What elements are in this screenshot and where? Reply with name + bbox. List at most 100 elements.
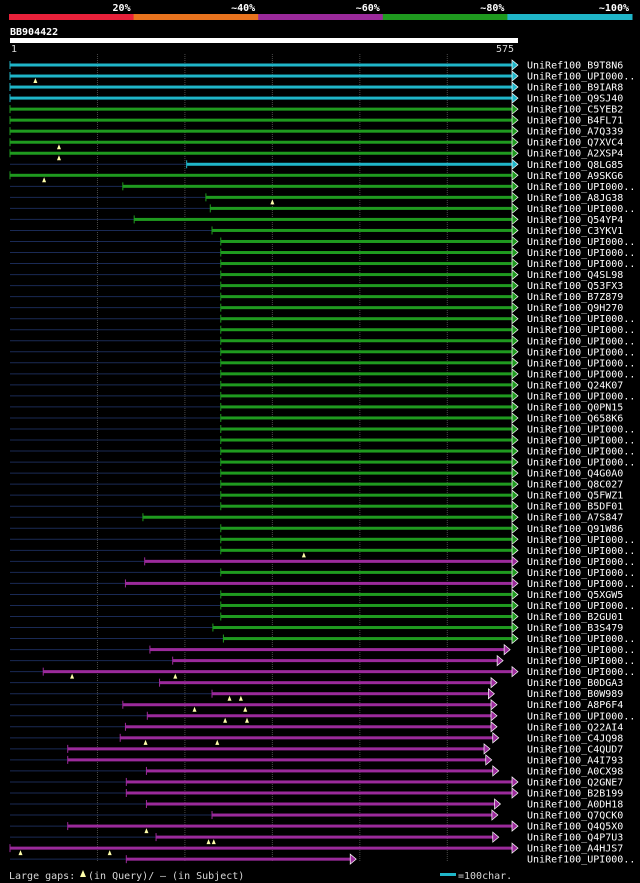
- hit-row[interactable]: UniRef100_C5YEB2: [9, 103, 623, 116]
- hit-row[interactable]: UniRef100_UPI000..: [10, 643, 635, 657]
- hit-row[interactable]: UniRef100_UPI000..: [9, 70, 635, 84]
- hit-row[interactable]: UniRef100_C4QUD7: [10, 743, 623, 756]
- hit-row[interactable]: UniRef100_UPI000..: [10, 202, 635, 215]
- hit-label[interactable]: UniRef100_UPI000..: [527, 237, 635, 248]
- hit-row[interactable]: UniRef100_Q8C027: [10, 478, 623, 491]
- hit-row[interactable]: UniRef100_B9T8N6: [9, 59, 623, 72]
- hit-label[interactable]: UniRef100_B2GU01: [527, 612, 623, 623]
- hit-label[interactable]: UniRef100_UPI000..: [527, 855, 635, 866]
- hit-label[interactable]: UniRef100_UPI000..: [527, 259, 635, 270]
- hit-row[interactable]: UniRef100_B9IAR8: [9, 81, 623, 94]
- hit-label[interactable]: UniRef100_A7Q339: [527, 127, 623, 138]
- hit-label[interactable]: UniRef100_A7S847: [527, 513, 623, 524]
- hit-row[interactable]: UniRef100_A0CX98: [10, 765, 623, 778]
- hit-row[interactable]: UniRef100_B4FL71: [9, 114, 623, 127]
- hit-label[interactable]: UniRef100_UPI000..: [527, 325, 635, 336]
- hit-label[interactable]: UniRef100_Q4Q5X0: [527, 822, 623, 833]
- hit-label[interactable]: UniRef100_UPI000..: [527, 369, 635, 380]
- hit-row[interactable]: UniRef100_Q22AI4: [10, 721, 623, 734]
- hit-label[interactable]: UniRef100_UPI000..: [527, 634, 635, 645]
- hit-row[interactable]: UniRef100_A7Q339: [9, 125, 623, 138]
- hit-row[interactable]: UniRef100_Q24K07: [10, 379, 623, 392]
- hit-label[interactable]: UniRef100_UPI000..: [527, 336, 635, 347]
- hit-row[interactable]: UniRef100_Q0PN15: [10, 401, 623, 414]
- hit-label[interactable]: UniRef100_A8JG38: [527, 193, 623, 204]
- hit-row[interactable]: UniRef100_UPI000..: [10, 555, 635, 568]
- hit-row[interactable]: UniRef100_UPI000..: [10, 346, 635, 359]
- hit-row[interactable]: UniRef100_B2B199: [10, 787, 623, 800]
- hit-label[interactable]: UniRef100_Q24K07: [527, 380, 623, 391]
- hit-row[interactable]: UniRef100_B0DGA3: [10, 676, 623, 690]
- hit-label[interactable]: UniRef100_Q8LG85: [527, 160, 623, 171]
- hit-row[interactable]: UniRef100_Q5FWZ1: [10, 489, 623, 502]
- hit-label[interactable]: UniRef100_B7Z879: [527, 292, 623, 303]
- hit-label[interactable]: UniRef100_A4HJS7: [527, 844, 623, 855]
- hit-row[interactable]: UniRef100_Q2GNE7: [10, 776, 623, 789]
- hit-label[interactable]: UniRef100_Q5XGW5: [527, 590, 623, 601]
- hit-label[interactable]: UniRef100_Q2GNE7: [527, 777, 623, 788]
- hit-row[interactable]: UniRef100_Q91W86: [10, 522, 623, 535]
- hit-row[interactable]: UniRef100_Q4G0A0: [10, 467, 623, 480]
- hit-row[interactable]: UniRef100_UPI000..: [10, 312, 635, 326]
- hit-label[interactable]: UniRef100_B0W989: [527, 689, 623, 700]
- hit-row[interactable]: UniRef100_A0DH18: [10, 798, 623, 811]
- hit-label[interactable]: UniRef100_Q54YP4: [527, 215, 623, 226]
- hit-label[interactable]: UniRef100_UPI000..: [527, 535, 635, 546]
- hit-label[interactable]: UniRef100_A0CX98: [527, 766, 623, 777]
- hit-row[interactable]: UniRef100_B3S479: [10, 621, 623, 635]
- hit-row[interactable]: UniRef100_UPI000..: [10, 566, 635, 579]
- hit-row[interactable]: UniRef100_A7S847: [10, 511, 623, 524]
- hit-row[interactable]: UniRef100_UPI000..: [10, 257, 635, 271]
- hit-label[interactable]: UniRef100_Q9SJ40: [527, 94, 623, 105]
- hit-label[interactable]: UniRef100_UPI000..: [527, 579, 635, 590]
- hit-label[interactable]: UniRef100_Q53FX3: [527, 281, 623, 292]
- hit-label[interactable]: UniRef100_B0DGA3: [527, 678, 623, 689]
- hit-label[interactable]: UniRef100_B5DF01: [527, 502, 623, 513]
- hit-row[interactable]: UniRef100_UPI000..: [10, 235, 635, 248]
- hit-row[interactable]: UniRef100_Q9SJ40: [9, 92, 623, 105]
- hit-row[interactable]: UniRef100_B0W989: [10, 687, 623, 701]
- hit-label[interactable]: UniRef100_UPI000..: [527, 424, 635, 435]
- hit-row[interactable]: UniRef100_A8P6F4: [10, 698, 623, 712]
- hit-label[interactable]: UniRef100_UPI000..: [527, 667, 635, 678]
- hit-label[interactable]: UniRef100_UPI000..: [527, 347, 635, 358]
- hit-label[interactable]: UniRef100_B9T8N6: [527, 61, 623, 72]
- hit-row[interactable]: UniRef100_UPI000..: [10, 445, 635, 458]
- hit-label[interactable]: UniRef100_A0DH18: [527, 800, 623, 811]
- hit-label[interactable]: UniRef100_Q658K6: [527, 413, 623, 424]
- hit-row[interactable]: UniRef100_Q7QCK0: [10, 809, 623, 822]
- hit-label[interactable]: UniRef100_A9SKG6: [527, 171, 623, 182]
- hit-label[interactable]: UniRef100_Q9H270: [527, 303, 623, 314]
- hit-label[interactable]: UniRef100_B2B199: [527, 788, 623, 799]
- hit-row[interactable]: UniRef100_Q5XGW5: [10, 588, 623, 601]
- hit-row[interactable]: UniRef100_UPI000..: [10, 577, 635, 590]
- hit-label[interactable]: UniRef100_UPI000..: [527, 546, 635, 557]
- hit-row[interactable]: UniRef100_UPI000..: [10, 456, 635, 469]
- hit-label[interactable]: UniRef100_UPI000..: [527, 314, 635, 325]
- hit-label[interactable]: UniRef100_A8P6F4: [527, 700, 623, 711]
- hit-row[interactable]: UniRef100_A9SKG6: [9, 169, 623, 183]
- hit-label[interactable]: UniRef100_Q0PN15: [527, 402, 623, 413]
- hit-label[interactable]: UniRef100_C4QUD7: [527, 744, 623, 755]
- hit-label[interactable]: UniRef100_Q4P7U3: [527, 833, 623, 844]
- hit-row[interactable]: UniRef100_C4JQ98: [10, 732, 623, 745]
- hit-label[interactable]: UniRef100_UPI000..: [527, 72, 635, 83]
- hit-row[interactable]: UniRef100_UPI000..: [10, 544, 635, 558]
- hit-label[interactable]: UniRef100_Q7XVC4: [527, 138, 623, 149]
- hit-row[interactable]: UniRef100_UPI000..: [10, 710, 635, 723]
- hit-row[interactable]: UniRef100_UPI000..: [10, 665, 635, 679]
- hit-label[interactable]: UniRef100_UPI000..: [527, 447, 635, 458]
- hit-row[interactable]: UniRef100_UPI000..: [10, 357, 635, 370]
- hit-row[interactable]: UniRef100_B5DF01: [10, 500, 623, 513]
- hit-label[interactable]: UniRef100_Q8C027: [527, 480, 623, 491]
- hit-row[interactable]: UniRef100_Q53FX3: [10, 279, 623, 293]
- hit-row[interactable]: UniRef100_B7Z879: [10, 290, 623, 304]
- hit-row[interactable]: UniRef100_Q4SL98: [10, 268, 623, 282]
- hit-label[interactable]: UniRef100_UPI000..: [527, 711, 635, 722]
- hit-row[interactable]: UniRef100_UPI000..: [10, 368, 635, 381]
- hit-row[interactable]: UniRef100_UPI000..: [10, 632, 635, 646]
- hit-row[interactable]: UniRef100_Q8LG85: [10, 158, 623, 171]
- hit-label[interactable]: UniRef100_UPI000..: [527, 458, 635, 469]
- hit-label[interactable]: UniRef100_C5YEB2: [527, 105, 623, 116]
- hit-label[interactable]: UniRef100_Q91W86: [527, 524, 623, 535]
